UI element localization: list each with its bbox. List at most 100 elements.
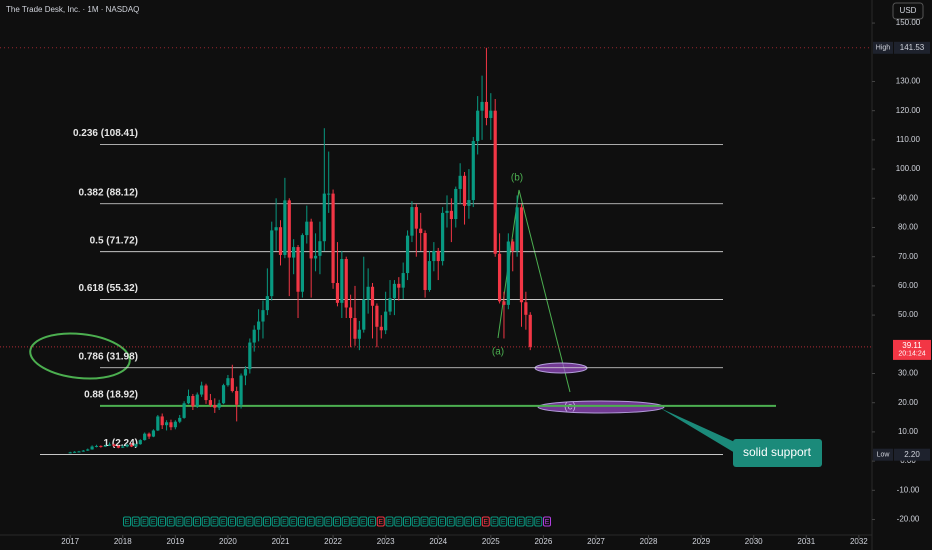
x-tick-label: 2029 (692, 537, 710, 546)
earnings-letter: E (230, 519, 235, 526)
x-tick-label: 2020 (219, 537, 237, 546)
earnings-marker (525, 516, 534, 527)
candle-body (296, 247, 300, 292)
earnings-marker (123, 516, 131, 527)
candle-body (108, 444, 112, 446)
low-value: 2.20 (904, 450, 920, 459)
candle-body (515, 207, 519, 251)
high-badge (873, 41, 893, 54)
fib-label: 0.786 (31.98) (79, 351, 139, 362)
countdown: 20:14:24 (898, 351, 925, 358)
candle-body (86, 449, 90, 451)
candle-body (121, 446, 125, 448)
currency-button[interactable] (892, 2, 924, 20)
candle-body (235, 391, 239, 405)
candle-body (344, 259, 348, 308)
last-price-box (893, 339, 931, 360)
earnings-letter: E (160, 519, 165, 526)
earnings-letter: E (387, 519, 392, 526)
high-value-box (894, 41, 930, 54)
earnings-marker (455, 516, 464, 527)
earnings-letter: E (168, 519, 173, 526)
earnings-marker (411, 516, 420, 527)
low-label: Low (877, 452, 891, 459)
candle-body (497, 253, 502, 302)
earnings-marker (368, 516, 376, 527)
candle-body (384, 311, 388, 331)
earnings-letter: E (518, 519, 523, 526)
earnings-letter: E (247, 519, 252, 526)
x-tick-label: 2032 (850, 537, 868, 546)
earnings-marker (324, 516, 333, 527)
earnings-marker (254, 516, 263, 527)
earnings-letter: E (352, 519, 357, 526)
candle-body (261, 310, 265, 322)
y-tick-label: 20.00 (898, 398, 919, 407)
earnings-letter: E (335, 519, 340, 526)
y-tick-label: 50.00 (898, 310, 919, 319)
earnings-letter: E (125, 519, 130, 526)
earnings-letter: E (396, 519, 401, 526)
y-tick-label: -20.00 (897, 515, 920, 524)
y-tick-label: 130.00 (896, 77, 921, 86)
candle-body (462, 175, 467, 206)
candle-body (340, 259, 344, 303)
fib-label: 0.88 (18.92) (84, 390, 138, 401)
candle-body (217, 403, 221, 408)
earnings-letter: E (317, 519, 322, 526)
candle-body (112, 444, 116, 446)
earnings-marker (245, 516, 254, 527)
earnings-marker (438, 516, 446, 527)
candle-body (239, 375, 243, 405)
earnings-marker (166, 516, 175, 527)
y-tick-label: 120.00 (896, 106, 921, 115)
y-tick-label: 90.00 (898, 193, 919, 202)
candle-body (156, 416, 160, 431)
candle-body (335, 282, 340, 303)
wave-label: (b) (511, 173, 523, 184)
earnings-marker (219, 516, 228, 527)
candle-body (493, 110, 497, 254)
candle-body (248, 342, 252, 370)
candle-body (467, 200, 471, 206)
x-tick-label: 2026 (534, 537, 552, 546)
candle-body (221, 385, 226, 404)
earnings-marker (193, 516, 201, 527)
candle-body (226, 378, 230, 386)
earnings-marker (201, 516, 210, 527)
earnings-marker (534, 516, 543, 527)
x-tick-label: 2018 (114, 537, 132, 546)
earnings-marker (263, 516, 271, 527)
candle-body (511, 241, 515, 251)
earnings-letter: E (422, 519, 427, 526)
currency[interactable]: USD (900, 6, 917, 15)
callout-text: solid support (743, 445, 812, 459)
candle-body (313, 255, 318, 259)
candle-body (278, 227, 283, 255)
x-tick-label: 2028 (640, 537, 658, 546)
earnings-marker (543, 516, 551, 527)
candle-body (397, 283, 401, 288)
candle-body (419, 228, 423, 234)
earnings-marker (175, 516, 184, 527)
low-value-box (894, 448, 930, 461)
candle-body (502, 301, 506, 305)
earnings-marker (446, 516, 455, 527)
earnings-letter: E (457, 519, 462, 526)
candle-body (200, 385, 204, 395)
y-tick-label: 30.00 (898, 369, 919, 378)
earnings-marker (149, 516, 158, 527)
candle-body (528, 314, 532, 347)
y-tick-label: 80.00 (898, 223, 919, 232)
candle-body (388, 298, 392, 312)
earnings-marker (508, 516, 516, 527)
candle-body (436, 250, 440, 262)
earnings-marker (420, 516, 429, 527)
candle-body (274, 227, 278, 231)
earnings-letter: E (203, 519, 208, 526)
candle-body (191, 395, 195, 407)
y-tick-label: 150.00 (896, 18, 921, 27)
candle-body (147, 433, 151, 437)
earnings-letter: E (448, 519, 453, 526)
